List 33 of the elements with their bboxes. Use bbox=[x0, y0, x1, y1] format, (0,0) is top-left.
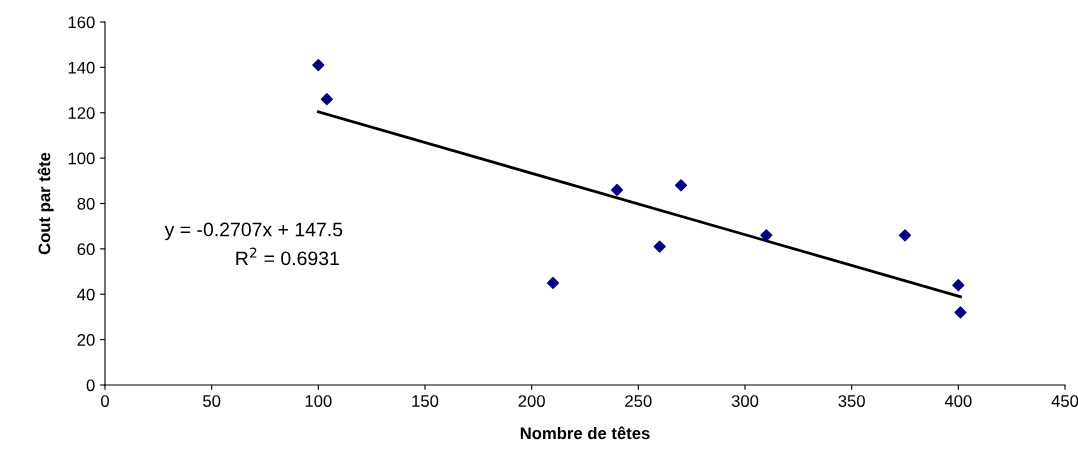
point bbox=[312, 59, 325, 72]
x-tick-label: 0 bbox=[101, 395, 109, 407]
point bbox=[898, 229, 912, 242]
point bbox=[610, 183, 624, 196]
point bbox=[546, 276, 560, 289]
x-tick-label: 50 bbox=[203, 395, 221, 407]
x-tick-label: 150 bbox=[412, 395, 439, 407]
y-tick-label: 40 bbox=[77, 288, 95, 301]
x-tick-label: 400 bbox=[944, 395, 972, 407]
y-tick-label: 160 bbox=[68, 16, 95, 29]
point bbox=[320, 93, 333, 106]
point bbox=[674, 179, 688, 192]
y-tick-label: 100 bbox=[68, 152, 95, 165]
y-tick-label: 80 bbox=[77, 197, 95, 210]
x-tick-label: 200 bbox=[518, 395, 545, 407]
point bbox=[952, 279, 965, 292]
annotation: y = -0.2707x + 147.5 bbox=[164, 222, 343, 241]
y-tick-label: 0 bbox=[86, 379, 95, 392]
x-tick-label: 450 bbox=[1051, 395, 1078, 407]
point bbox=[954, 306, 967, 319]
y-tick-label: 60 bbox=[77, 243, 95, 256]
y-axis-title: Cout par tête bbox=[37, 152, 54, 255]
x-tick-label: 250 bbox=[625, 395, 652, 407]
x-tick-label: 350 bbox=[838, 395, 865, 407]
y-tick-label: 20 bbox=[77, 334, 95, 346]
x-axis-title: Nombre de têtes bbox=[520, 426, 650, 440]
x-tick-label: 300 bbox=[731, 395, 759, 407]
point bbox=[760, 229, 773, 242]
annotation: R$^{2}$ = 0.6931 bbox=[236, 247, 339, 266]
point bbox=[653, 240, 666, 253]
y-tick-label: 120 bbox=[68, 107, 95, 119]
x-tick-label: 100 bbox=[305, 395, 332, 407]
y-tick-label: 140 bbox=[68, 61, 95, 74]
